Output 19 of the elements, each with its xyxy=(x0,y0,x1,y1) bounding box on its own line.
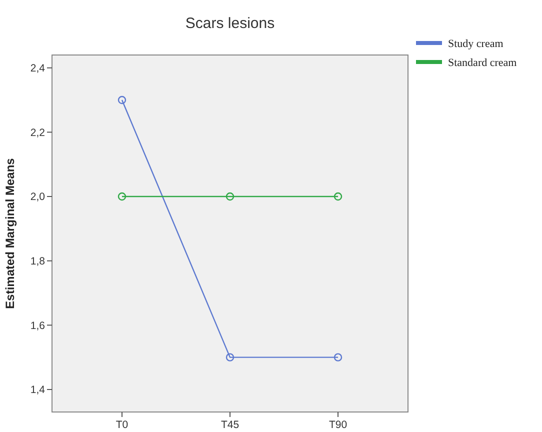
y-tick-label: 2,0 xyxy=(30,191,46,204)
x-tick-label: T45 xyxy=(220,419,240,431)
point xyxy=(334,192,342,201)
point xyxy=(334,353,342,362)
point xyxy=(118,192,126,201)
y-tick-label: 2,4 xyxy=(30,62,46,75)
point xyxy=(118,96,126,104)
legend-label: Standard cream xyxy=(448,56,518,69)
x-tick-label: T0 xyxy=(116,419,128,431)
y-axis-title: Estimated Marginal Means xyxy=(3,158,17,309)
x-tick-label: T90 xyxy=(328,419,348,431)
point xyxy=(226,192,234,201)
y-tick-label: 1,4 xyxy=(30,384,46,396)
chart-title: Scars lesions xyxy=(185,15,275,32)
point xyxy=(226,353,234,362)
y-tick-label: 1,6 xyxy=(30,320,46,332)
y-tick-label: 2,2 xyxy=(30,126,46,139)
legend-label: Study cream xyxy=(448,38,504,50)
y-tick-label: 1,8 xyxy=(30,256,46,268)
